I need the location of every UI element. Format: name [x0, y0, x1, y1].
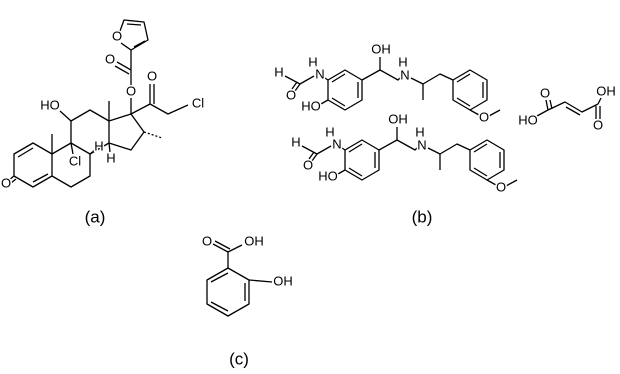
atom-label: O	[105, 51, 115, 66]
atom-label: O	[286, 87, 296, 102]
molecule-b-bonds	[284, 57, 501, 117]
atom-label: H	[308, 54, 317, 69]
atom-label: H	[415, 124, 424, 139]
atom-label: OH	[371, 41, 391, 56]
atom-label: OH	[388, 111, 408, 126]
atom-label: O	[479, 109, 489, 124]
caption: (b)	[412, 207, 433, 226]
molecule-b-bonds	[301, 127, 518, 187]
atom-label: O	[147, 68, 157, 83]
caption: (c)	[229, 349, 249, 368]
atom-label: Cl	[69, 153, 81, 168]
atom-label: H	[106, 150, 115, 165]
atom-label: O	[540, 85, 550, 100]
atom-label: O	[593, 117, 603, 132]
atom-label: O	[303, 157, 313, 172]
atom-label: N	[400, 67, 409, 82]
molecule-a-bonds	[8, 19, 189, 188]
atom-label: HO	[518, 112, 538, 127]
atom-label: O	[202, 233, 212, 248]
atom-label: O	[126, 83, 136, 98]
molecule-c-bonds	[206, 240, 273, 317]
atom-label: N	[315, 66, 324, 81]
atom-label: O	[1, 175, 11, 190]
caption: (a)	[85, 207, 106, 226]
atom-label: OH	[244, 233, 264, 248]
atom-label: Cl	[192, 95, 204, 110]
atom-label: N	[332, 136, 341, 151]
atom-label: H	[325, 124, 334, 139]
atom-label: HO	[40, 97, 60, 112]
atom-label: H	[398, 54, 407, 69]
atom-label: H	[291, 134, 300, 149]
atom-label: OH	[596, 83, 616, 98]
fumaric-bonds	[536, 97, 602, 119]
atom-label: OH	[273, 273, 293, 288]
atom-label: HO	[318, 168, 338, 183]
atom-label: HO	[301, 98, 321, 113]
atom-label: N	[417, 137, 426, 152]
atom-label: O	[112, 28, 122, 43]
atom-label: H	[94, 138, 103, 153]
atom-label: H	[274, 64, 283, 79]
atom-label: O	[496, 179, 506, 194]
